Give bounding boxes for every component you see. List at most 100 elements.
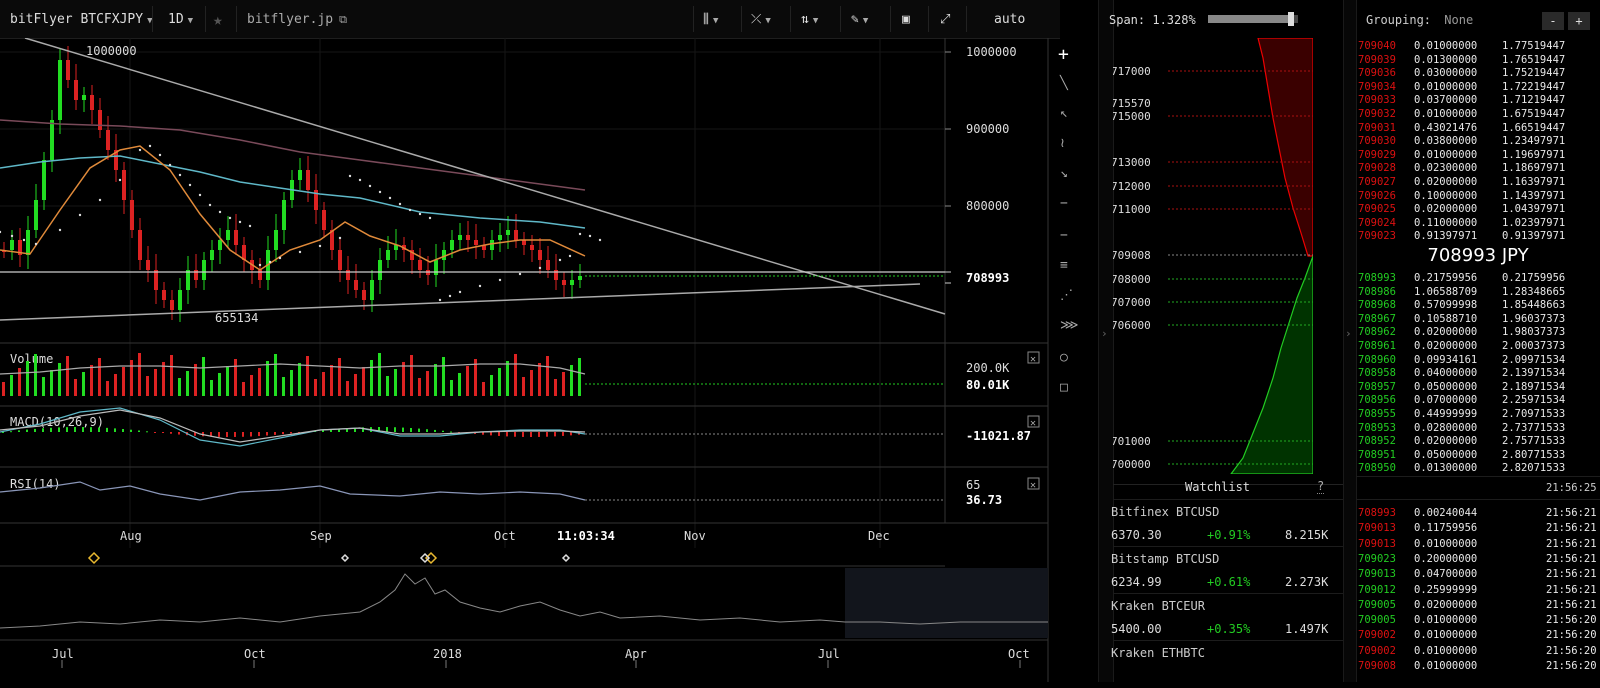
asks-row[interactable]: 709033 0.03700000 1.71219447 bbox=[1356, 94, 1600, 108]
event-markers[interactable] bbox=[87, 551, 571, 565]
bids-row[interactable]: 708968 0.57099998 1.85448663 bbox=[1356, 299, 1600, 313]
bids-row[interactable]: 708952 0.02000000 2.75771533 bbox=[1356, 435, 1600, 449]
candle-body bbox=[130, 200, 134, 230]
watchlist-help-button[interactable]: ? bbox=[1317, 479, 1325, 494]
bids-row[interactable]: 708961 0.02000000 2.00037373 bbox=[1356, 340, 1600, 354]
bids-total: 2.25971534 bbox=[1502, 394, 1566, 407]
bids-row[interactable]: 708957 0.05000000 2.18971534 bbox=[1356, 381, 1600, 395]
macd-histogram-bar bbox=[170, 432, 172, 434]
watchlist-item[interactable]: Bitfinex BTCUSD 6370.30 +0.91% 8.215K bbox=[1111, 499, 1343, 547]
draw-button[interactable]: ✎ ▼ bbox=[851, 0, 868, 38]
dash-tool-icon[interactable]: − bbox=[1060, 196, 1068, 211]
watchlist-item[interactable]: Kraken BTCEUR 5400.00 +0.35% 1.497K bbox=[1111, 593, 1343, 641]
bids-price: 708968 bbox=[1358, 299, 1396, 312]
svg-text:✕: ✕ bbox=[1030, 418, 1036, 429]
grouping-minus-button[interactable]: - bbox=[1542, 12, 1564, 30]
watchlist-item[interactable]: Bitstamp BTCUSD 6234.99 +0.61% 2.273K bbox=[1111, 546, 1343, 594]
grouping-plus-button[interactable]: + bbox=[1568, 12, 1590, 30]
scale-mode-button[interactable]: auto bbox=[994, 0, 1025, 38]
bids-row[interactable]: 708962 0.02000000 1.98037373 bbox=[1356, 326, 1600, 340]
price-axis[interactable]: 1000000 900000 800000 708993 bbox=[945, 45, 1017, 285]
screenshot-button[interactable]: ▣ bbox=[902, 0, 910, 38]
dash-tool-icon[interactable]: − bbox=[1060, 228, 1068, 243]
asks-row[interactable]: 709030 0.03800000 1.23497971 bbox=[1356, 135, 1600, 149]
asks-row[interactable]: 709031 0.43021476 1.66519447 bbox=[1356, 122, 1600, 136]
volume-bar bbox=[186, 371, 189, 396]
depth-tick: 717000 bbox=[1113, 65, 1151, 78]
bids-row[interactable]: 708986 1.06588709 1.28348665 bbox=[1356, 286, 1600, 300]
square-tool-icon[interactable]: □ bbox=[1060, 380, 1068, 395]
span-slider[interactable] bbox=[1208, 12, 1298, 26]
bids-row[interactable]: 708951 0.05000000 2.80771533 bbox=[1356, 449, 1600, 463]
bids-row[interactable]: 708955 0.44999999 2.70971533 bbox=[1356, 408, 1600, 422]
depth-tick: 715570 bbox=[1113, 97, 1151, 110]
bids-price: 708950 bbox=[1358, 462, 1396, 475]
span-slider-handle[interactable] bbox=[1287, 12, 1294, 26]
asks-row[interactable]: 709029 0.01000000 1.19697971 bbox=[1356, 149, 1600, 163]
line-tool-icon[interactable]: ╲ bbox=[1060, 76, 1068, 91]
bids-row[interactable]: 708950 0.01300000 2.82071533 bbox=[1356, 462, 1600, 476]
candle-body bbox=[234, 230, 238, 245]
bids-row[interactable]: 708958 0.04000000 2.13971534 bbox=[1356, 367, 1600, 381]
asks-row[interactable]: 709024 0.11000000 1.02397971 bbox=[1356, 217, 1600, 231]
close-volume-pane-button[interactable]: ✕ bbox=[1027, 351, 1040, 365]
symbol-selector[interactable]: bitFlyer BTCFXJPY ▼ bbox=[10, 0, 152, 38]
bids-row[interactable]: 708960 0.09934161 2.09971534 bbox=[1356, 354, 1600, 368]
sar-dot bbox=[338, 236, 342, 240]
close-macd-pane-button[interactable]: ✕ bbox=[1027, 415, 1040, 429]
arrow-tool-icon[interactable]: ↖ bbox=[1060, 106, 1068, 121]
sar-dot bbox=[178, 173, 182, 177]
fullscreen-button[interactable]: ⤢ bbox=[940, 0, 950, 38]
volume-bar bbox=[226, 366, 229, 396]
panel-collapse-right[interactable]: › bbox=[1343, 0, 1357, 682]
volume-bar bbox=[10, 375, 13, 396]
bids-row[interactable]: 708953 0.02800000 2.73771533 bbox=[1356, 422, 1600, 436]
bids-row[interactable]: 708956 0.07000000 2.25971534 bbox=[1356, 394, 1600, 408]
time-axis[interactable]: Aug Sep Oct Nov Dec 11:03:34 bbox=[120, 529, 890, 543]
plus-icon[interactable]: + bbox=[1058, 44, 1069, 65]
trade-price: 709002 bbox=[1358, 629, 1396, 642]
chart-type-button[interactable]: ⫼ ▼ bbox=[703, 0, 718, 38]
sar-dot bbox=[138, 148, 142, 152]
source-link[interactable]: bitflyer.jp ⧉ bbox=[247, 0, 347, 38]
expand-icon: ⤢ bbox=[940, 12, 951, 27]
macd-histogram-bar bbox=[146, 431, 148, 433]
asks-row[interactable]: 709027 0.02000000 1.16397971 bbox=[1356, 176, 1600, 190]
interval-selector[interactable]: 1D ▼ bbox=[168, 0, 193, 38]
panel-collapse-left[interactable]: › bbox=[1098, 0, 1114, 682]
asks-row[interactable]: 709026 0.10000000 1.14397971 bbox=[1356, 190, 1600, 204]
candle-body bbox=[162, 290, 166, 300]
curve-tool-icon[interactable]: ≀ bbox=[1060, 136, 1065, 151]
asks-row[interactable]: 709023 0.91397971 0.91397971 bbox=[1356, 230, 1600, 244]
bids-row[interactable]: 708967 0.10588710 1.96037373 bbox=[1356, 313, 1600, 327]
lines-tool-icon[interactable]: ≡ bbox=[1060, 258, 1068, 273]
circle-tool-icon[interactable]: ○ bbox=[1060, 350, 1068, 365]
grouping-control[interactable]: Grouping: None bbox=[1366, 13, 1473, 27]
navigator-window[interactable] bbox=[845, 568, 1048, 638]
compare-button[interactable]: ⇅ ▼ bbox=[801, 0, 818, 38]
asks-row[interactable]: 709028 0.02300000 1.18697971 bbox=[1356, 162, 1600, 176]
fan-tool-icon[interactable]: ⋰ bbox=[1060, 288, 1073, 303]
star-icon[interactable]: ★ bbox=[213, 10, 223, 29]
close-rsi-pane-button[interactable]: ✕ bbox=[1027, 477, 1040, 491]
pattern-tool-icon[interactable]: ⋙ bbox=[1060, 318, 1079, 333]
depth-chart[interactable]: 717000 715570 715000 713000 712000 71100… bbox=[1113, 38, 1313, 474]
trade-row: 709002 0.01000000 21:56:20 bbox=[1356, 645, 1600, 659]
asks-row[interactable]: 709039 0.01300000 1.76519447 bbox=[1356, 54, 1600, 68]
macd-histogram-bar bbox=[394, 427, 396, 432]
asks-row[interactable]: 709036 0.03000000 1.75219447 bbox=[1356, 67, 1600, 81]
macd-histogram-bar bbox=[530, 432, 532, 437]
sar-dots bbox=[0, 144, 602, 302]
asks-row[interactable]: 709025 0.02000000 1.04397971 bbox=[1356, 203, 1600, 217]
macd-histogram-bar bbox=[450, 431, 452, 433]
watchlist-item[interactable]: Kraken ETHBTC bbox=[1111, 640, 1343, 688]
asks-row[interactable]: 709032 0.01000000 1.67519447 bbox=[1356, 108, 1600, 122]
arrow-down-tool-icon[interactable]: ↘ bbox=[1060, 166, 1068, 181]
bids-row[interactable]: 708993 0.21759956 0.21759956 bbox=[1356, 272, 1600, 286]
asks-row[interactable]: 709040 0.01000000 1.77519447 bbox=[1356, 40, 1600, 54]
bids-total: 1.98037373 bbox=[1502, 326, 1566, 339]
price-chart[interactable]: 1000000 655134 1000000 900000 800000 708… bbox=[0, 38, 1060, 682]
asks-row[interactable]: 709034 0.01000000 1.72219447 bbox=[1356, 81, 1600, 95]
indicators-button[interactable]: ⤫ ▼ bbox=[751, 0, 771, 38]
sar-dot bbox=[458, 290, 462, 294]
